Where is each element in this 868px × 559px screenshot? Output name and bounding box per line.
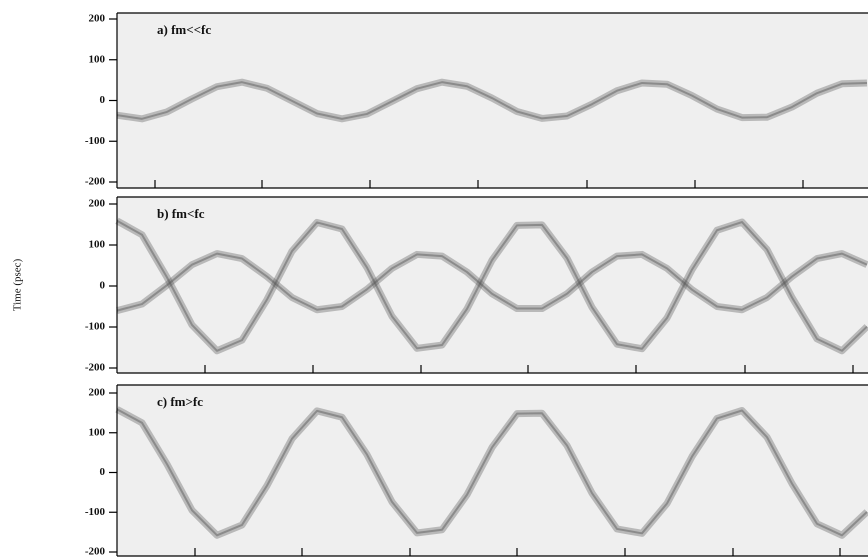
- y-tick-label: 100: [89, 53, 106, 65]
- panel-title: c) fm>fc: [157, 394, 203, 409]
- y-tick-label: -100: [85, 135, 106, 147]
- y-tick-label: 200: [89, 13, 106, 25]
- panel-title: a) fm<<fc: [157, 22, 211, 37]
- y-tick-label: 0: [100, 280, 106, 292]
- y-tick-label: 0: [100, 466, 106, 478]
- y-tick-label: -100: [85, 321, 106, 333]
- y-tick-label: -100: [85, 506, 106, 518]
- y-tick-label: -200: [85, 546, 106, 558]
- y-tick-label: 100: [89, 426, 106, 438]
- y-tick-label: -200: [85, 176, 106, 188]
- y-axis-label: Time (psec): [12, 258, 24, 311]
- y-tick-label: -200: [85, 362, 106, 374]
- y-tick-label: 200: [89, 198, 106, 210]
- y-tick-label: 100: [89, 239, 106, 251]
- panel-title: b) fm<fc: [157, 206, 205, 221]
- y-tick-label: 0: [100, 94, 106, 106]
- figure: -200 -100 0 100 200 a) fm<<fc -200 -100 0 100 200 b…: [0, 0, 868, 559]
- y-tick-label: 200: [89, 387, 106, 399]
